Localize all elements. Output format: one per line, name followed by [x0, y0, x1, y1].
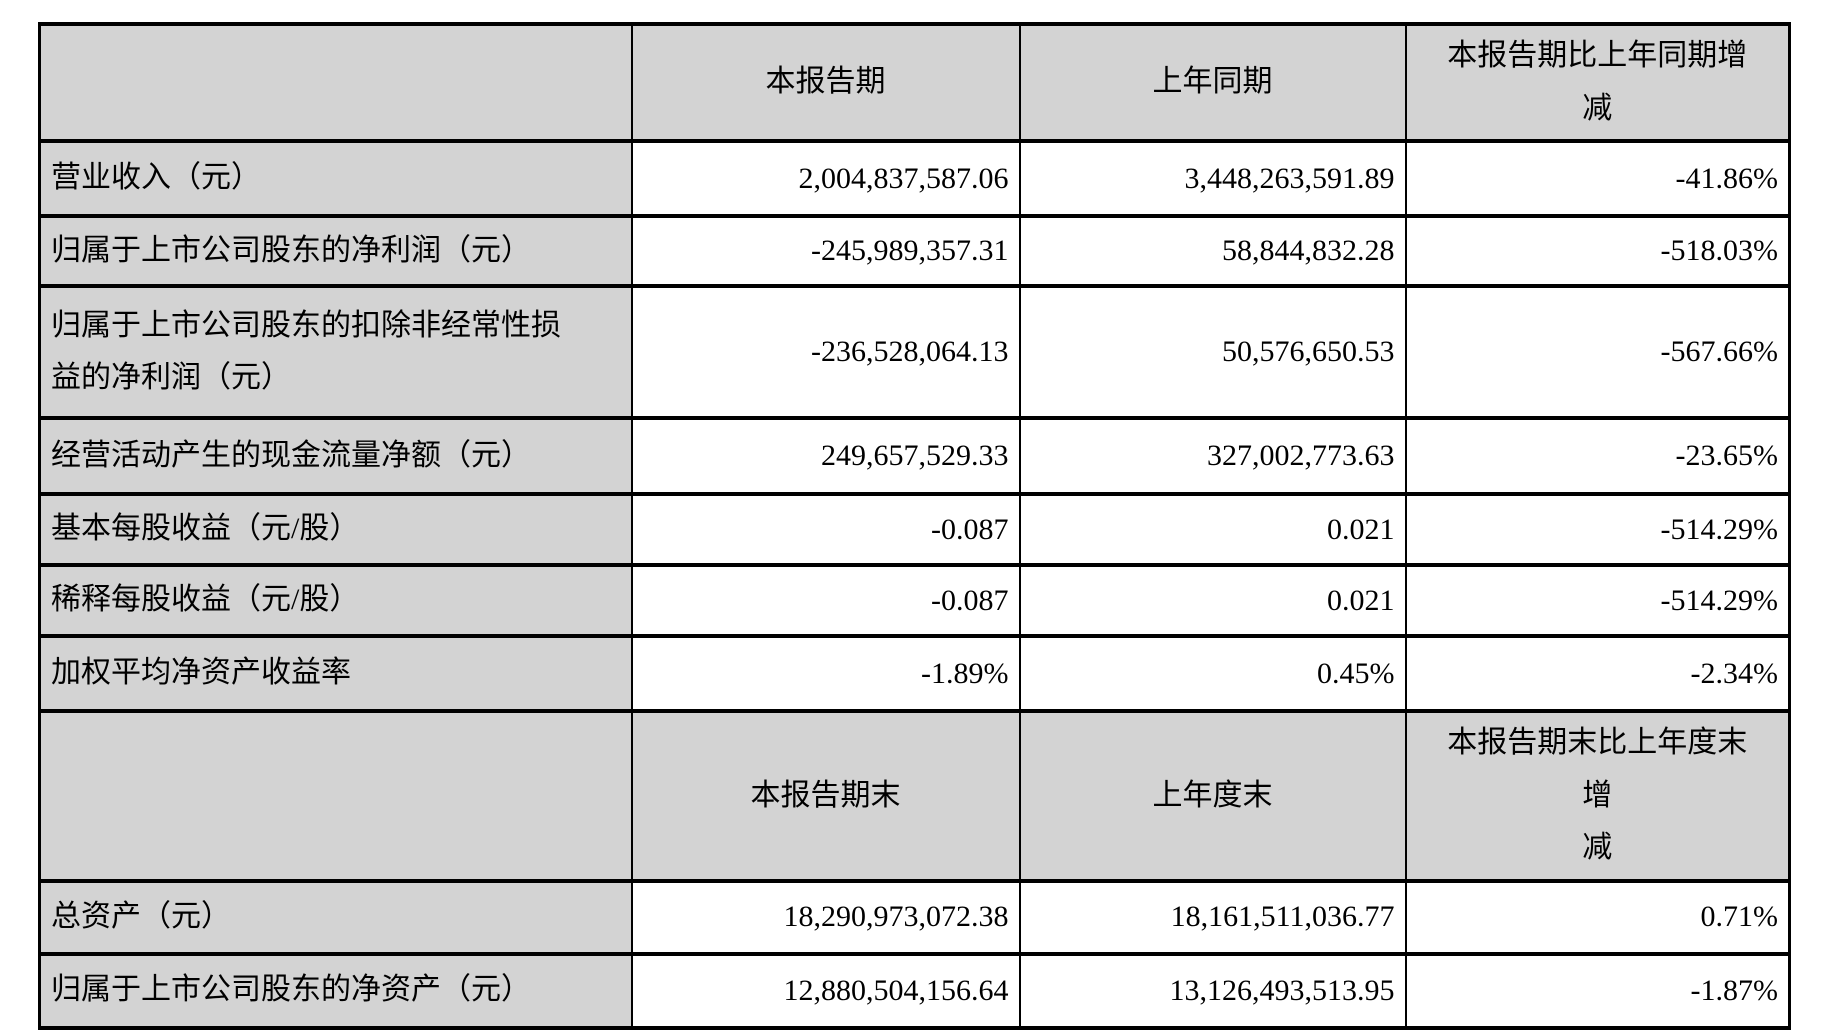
table-row: 归属于上市公司股东的扣除非经常性损 益的净利润（元） -236,528,064.… — [38, 284, 1791, 420]
financial-summary-table: 本报告期 上年同期 本报告期比上年同期增减 营业收入（元） 2,004,837,… — [38, 22, 1791, 1030]
table-row: 总资产（元） 18,290,973,072.38 18,161,511,036.… — [38, 878, 1791, 956]
table-row: 加权平均净资产收益率 -1.89% 0.45% -2.34% — [38, 634, 1791, 713]
col-header-period-change: 本报告期比上年同期增减 — [1404, 22, 1791, 143]
row-label: 归属于上市公司股东的净资产（元） — [38, 951, 633, 1030]
col-header-period-end: 本报告期末 — [630, 709, 1021, 883]
row-label: 基本每股收益（元/股） — [38, 492, 633, 567]
value-current: 249,657,529.33 — [630, 416, 1021, 496]
col-header-current-period: 本报告期 — [630, 22, 1021, 143]
value-change: -567.66% — [1404, 284, 1791, 420]
corner-cell — [38, 709, 633, 883]
value-prior: 58,844,832.28 — [1018, 214, 1407, 288]
value-change: -518.03% — [1404, 214, 1791, 288]
value-change: -514.29% — [1404, 563, 1791, 638]
value-prior: 0.021 — [1018, 492, 1407, 567]
value-prior: 50,576,650.53 — [1018, 284, 1407, 420]
row-label: 加权平均净资产收益率 — [38, 634, 633, 713]
value-prior: 3,448,263,591.89 — [1018, 139, 1407, 218]
value-prior: 327,002,773.63 — [1018, 416, 1407, 496]
value-prior: 0.45% — [1018, 634, 1407, 713]
row-label: 归属于上市公司股东的净利润（元） — [38, 214, 633, 288]
table-row: 归属于上市公司股东的净资产（元） 12,880,504,156.64 13,12… — [38, 951, 1791, 1030]
col-header-prior-period: 上年同期 — [1018, 22, 1407, 143]
value-change: -514.29% — [1404, 492, 1791, 567]
value-current: 2,004,837,587.06 — [630, 139, 1021, 218]
value-change: 0.71% — [1404, 878, 1791, 956]
table-row: 基本每股收益（元/股） -0.087 0.021 -514.29% — [38, 492, 1791, 567]
value-current: -0.087 — [630, 492, 1021, 567]
value-current: 18,290,973,072.38 — [630, 878, 1021, 956]
value-current: 12,880,504,156.64 — [630, 951, 1021, 1030]
table-row: 归属于上市公司股东的净利润（元） -245,989,357.31 58,844,… — [38, 214, 1791, 288]
col-header-period-end-change: 本报告期末比上年度末增 减 — [1404, 709, 1791, 883]
table-row: 营业收入（元） 2,004,837,587.06 3,448,263,591.8… — [38, 139, 1791, 218]
row-label: 经营活动产生的现金流量净额（元） — [38, 416, 633, 496]
value-change: -1.87% — [1404, 951, 1791, 1030]
value-current: -236,528,064.13 — [630, 284, 1021, 420]
table-row: 经营活动产生的现金流量净额（元） 249,657,529.33 327,002,… — [38, 416, 1791, 496]
corner-cell — [38, 22, 633, 143]
table-row: 稀释每股收益（元/股） -0.087 0.021 -514.29% — [38, 563, 1791, 638]
row-label: 归属于上市公司股东的扣除非经常性损 益的净利润（元） — [38, 284, 633, 420]
table-header-row-period: 本报告期 上年同期 本报告期比上年同期增减 — [38, 22, 1791, 143]
row-label: 营业收入（元） — [38, 139, 633, 218]
table-header-row-period-end: 本报告期末 上年度末 本报告期末比上年度末增 减 — [38, 709, 1791, 883]
row-label: 稀释每股收益（元/股） — [38, 563, 633, 638]
value-prior: 0.021 — [1018, 563, 1407, 638]
value-change: -23.65% — [1404, 416, 1791, 496]
value-prior: 13,126,493,513.95 — [1018, 951, 1407, 1030]
value-current: -245,989,357.31 — [630, 214, 1021, 288]
row-label: 总资产（元） — [38, 878, 633, 956]
value-current: -0.087 — [630, 563, 1021, 638]
value-change: -2.34% — [1404, 634, 1791, 713]
value-current: -1.89% — [630, 634, 1021, 713]
col-header-prior-year-end: 上年度末 — [1018, 709, 1407, 883]
value-prior: 18,161,511,036.77 — [1018, 878, 1407, 956]
value-change: -41.86% — [1404, 139, 1791, 218]
